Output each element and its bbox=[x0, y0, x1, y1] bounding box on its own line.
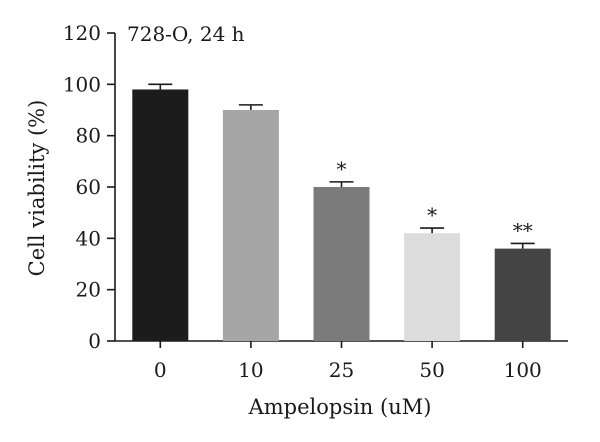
y-tick-label: 60 bbox=[76, 175, 101, 199]
y-tick-label: 20 bbox=[76, 278, 101, 302]
y-tick-label: 120 bbox=[63, 21, 101, 45]
x-tick-label: 50 bbox=[419, 358, 444, 382]
bar bbox=[494, 248, 551, 341]
bar bbox=[404, 233, 461, 341]
x-tick-label: 100 bbox=[504, 358, 542, 382]
y-tick-label: 40 bbox=[76, 226, 101, 250]
y-tick-label: 0 bbox=[88, 329, 101, 353]
x-tick-label: 10 bbox=[238, 358, 263, 382]
x-tick-label: 0 bbox=[154, 358, 167, 382]
y-tick-label: 80 bbox=[76, 124, 101, 148]
bar bbox=[222, 110, 279, 341]
x-tick-label: 25 bbox=[329, 358, 354, 382]
chart-title: 728-O, 24 h bbox=[127, 22, 245, 46]
plot-area: 0 20 40 60 80 100 120 0 10 * 25 * 50 ** 100 bbox=[63, 21, 568, 382]
x-axis-label: Ampelopsin (uM) bbox=[248, 395, 432, 419]
significance-marker: * bbox=[337, 157, 347, 181]
significance-marker: * bbox=[427, 203, 437, 227]
bar bbox=[313, 187, 370, 341]
y-tick-label: 100 bbox=[63, 72, 101, 96]
y-axis-label: Cell viability (%) bbox=[25, 100, 49, 277]
significance-marker: ** bbox=[513, 218, 533, 242]
bar bbox=[132, 89, 189, 341]
